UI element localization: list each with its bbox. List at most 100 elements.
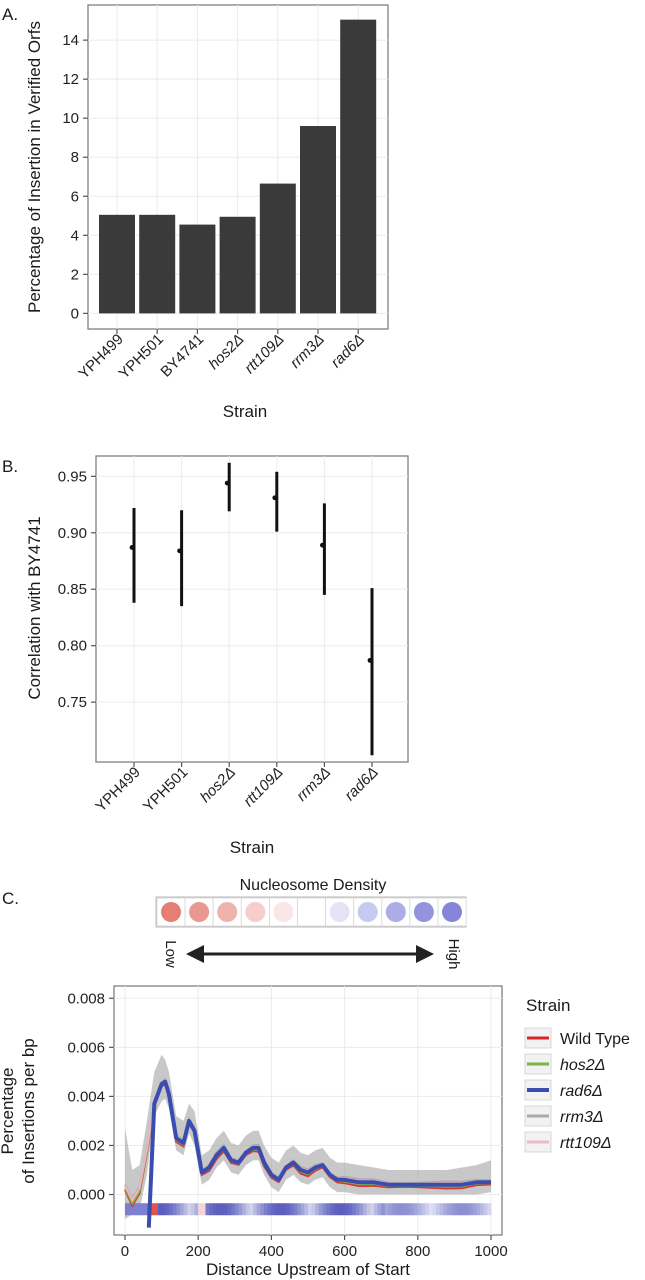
strip-segment <box>344 1203 349 1216</box>
strip-segment <box>487 1203 492 1216</box>
bar <box>219 216 256 314</box>
panel-b-marks <box>129 462 374 756</box>
panel-c-y-title-line-2: of Insertions per bp <box>19 1038 38 1184</box>
strip-segment <box>428 1203 433 1216</box>
strip-segment <box>249 1203 254 1216</box>
panel-c-label: C. <box>2 889 19 908</box>
strip-segment <box>304 1203 309 1216</box>
density-swatch <box>161 902 181 922</box>
strip-segment <box>483 1203 488 1216</box>
bar <box>300 126 336 314</box>
panel-c-x-title: Distance Upstream of Start <box>206 1260 410 1279</box>
panel-a-label: A. <box>2 5 18 24</box>
x-tick-label: 600 <box>332 1243 357 1260</box>
panel-c-nucleosome-strip <box>124 1203 492 1216</box>
y-tick-label: 2 <box>71 266 79 283</box>
bar <box>139 214 176 314</box>
strip-segment <box>194 1203 199 1216</box>
strip-segment <box>231 1203 236 1216</box>
strip-segment <box>362 1203 368 1216</box>
y-tick-label: 0.006 <box>67 1039 105 1056</box>
strip-segment <box>267 1203 272 1216</box>
strip-segment <box>476 1203 481 1216</box>
strip-segment <box>132 1203 137 1216</box>
x-tick-label: rtt109Δ <box>240 764 286 810</box>
density-swatch <box>413 902 434 922</box>
panel-a-y-axis: 0 2 4 6 8 10 12 14 <box>62 32 88 322</box>
data-point <box>367 657 373 663</box>
strip-segment <box>326 1203 331 1216</box>
strip-segment <box>318 1203 324 1216</box>
legend-label: Wild Type <box>560 1031 630 1048</box>
strip-segment <box>212 1203 217 1216</box>
y-tick-label: 0.008 <box>67 990 105 1007</box>
strip-segment <box>271 1203 276 1216</box>
density-arrow-right-head <box>416 945 434 963</box>
bar <box>179 224 216 314</box>
strip-segment <box>384 1203 390 1216</box>
bar <box>259 183 296 314</box>
panel-c-y-title: Percentage of Insertions per bp <box>0 1038 38 1184</box>
strip-segment <box>480 1203 485 1216</box>
strip-segment <box>399 1203 404 1216</box>
strip-segment <box>223 1203 228 1216</box>
panel-c-y-axis: 0.000 0.002 0.004 0.006 0.008 <box>67 990 114 1204</box>
strip-segment <box>245 1203 250 1216</box>
strip-segment <box>377 1203 382 1216</box>
x-tick-label: hos2Δ <box>205 331 247 373</box>
y-tick-label: 0.95 <box>58 468 87 485</box>
x-tick-label: YPH501 <box>115 331 167 383</box>
strip-segment <box>465 1203 470 1216</box>
density-swatch <box>217 902 238 922</box>
panel-b-gridlines <box>96 456 408 762</box>
strip-segment <box>370 1203 375 1216</box>
series-line-rad6 <box>146 1079 491 1228</box>
strip-segment <box>209 1203 214 1216</box>
x-tick-label: 400 <box>259 1243 284 1260</box>
strip-segment <box>421 1203 426 1216</box>
strip-segment <box>260 1203 265 1216</box>
density-swatch <box>357 902 378 922</box>
strip-segment <box>161 1203 166 1216</box>
panel-a-bars <box>99 19 377 314</box>
panel-c-x-axis: 0 200 400 600 800 1000 <box>121 1235 508 1260</box>
strip-segment <box>337 1203 342 1216</box>
strip-segment <box>315 1203 320 1216</box>
panel-c-series-lines <box>124 1077 492 1228</box>
density-swatch <box>189 902 210 922</box>
y-tick-label: 0 <box>71 305 79 322</box>
x-tick-label: rrm3Δ <box>287 331 328 372</box>
nucleosome-legend-cells <box>156 897 467 927</box>
data-point <box>177 548 183 554</box>
strip-segment <box>282 1203 287 1216</box>
strip-segment <box>139 1203 144 1216</box>
legend-label: rrm3Δ <box>560 1109 604 1126</box>
strip-segment <box>300 1203 305 1216</box>
legend-label: rtt109Δ <box>560 1135 612 1152</box>
strip-segment <box>154 1203 159 1216</box>
strip-segment <box>406 1203 411 1216</box>
strip-segment <box>168 1203 174 1216</box>
strip-segment <box>439 1203 444 1216</box>
density-swatch <box>273 902 294 922</box>
strip-segment <box>436 1203 441 1216</box>
density-swatch <box>442 902 462 922</box>
data-point <box>224 480 230 486</box>
strain-legend-title: Strain <box>526 996 570 1015</box>
panel-c-y-title-line-1: Percentage <box>0 1068 17 1155</box>
y-tick-label: 14 <box>62 32 79 49</box>
strip-segment <box>311 1203 316 1216</box>
strip-segment <box>187 1203 192 1216</box>
strip-segment <box>220 1203 225 1216</box>
x-tick-label: rrm3Δ <box>293 764 334 805</box>
strip-segment <box>373 1203 379 1216</box>
strip-segment <box>355 1203 360 1216</box>
strip-segment <box>205 1203 210 1216</box>
y-tick-label: 8 <box>71 149 79 166</box>
panel-a-gridlines <box>88 5 388 329</box>
panel-b-label: B. <box>2 457 18 476</box>
strip-segment <box>216 1203 221 1216</box>
strip-segment <box>275 1203 280 1216</box>
x-tick-label: rtt109Δ <box>241 331 287 377</box>
